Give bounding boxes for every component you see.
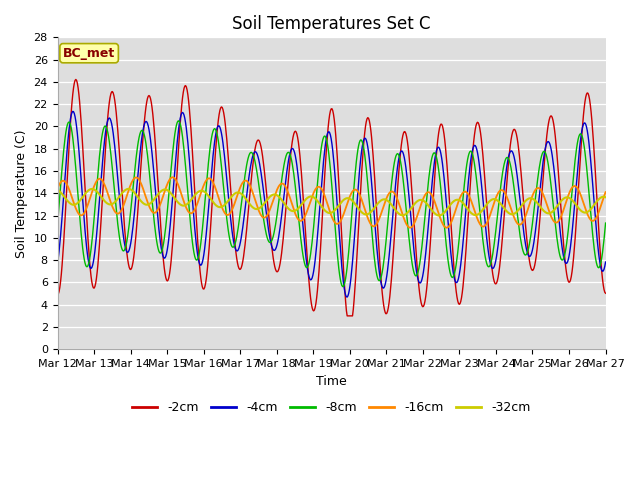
-8cm xyxy=(175,118,182,124)
-2cm xyxy=(177,120,184,126)
-8cm xyxy=(205,153,213,158)
-2cm xyxy=(602,290,609,296)
-2cm xyxy=(121,226,129,231)
-4cm xyxy=(54,260,61,266)
X-axis label: Time: Time xyxy=(316,374,347,387)
-16cm xyxy=(54,185,61,191)
-2cm xyxy=(343,313,351,319)
-8cm xyxy=(63,121,71,127)
-8cm xyxy=(339,284,346,289)
Line: -8cm: -8cm xyxy=(58,121,605,287)
Y-axis label: Soil Temperature (C): Soil Temperature (C) xyxy=(15,129,28,258)
-4cm xyxy=(416,280,424,286)
-32cm xyxy=(63,198,71,204)
Text: BC_met: BC_met xyxy=(63,47,115,60)
-2cm xyxy=(205,244,213,250)
-2cm xyxy=(63,172,71,178)
-4cm xyxy=(177,115,184,121)
-16cm xyxy=(120,202,128,207)
-32cm xyxy=(120,188,128,194)
-4cm xyxy=(69,108,77,114)
-32cm xyxy=(205,194,213,200)
-32cm xyxy=(54,187,61,193)
-2cm xyxy=(72,77,79,83)
-8cm xyxy=(416,262,424,267)
-16cm xyxy=(399,212,406,218)
Line: -4cm: -4cm xyxy=(58,111,605,297)
-16cm xyxy=(442,225,450,230)
-32cm xyxy=(125,186,132,192)
-4cm xyxy=(121,241,129,247)
-16cm xyxy=(177,188,184,193)
-8cm xyxy=(120,248,128,254)
-4cm xyxy=(63,143,71,148)
Legend: -2cm, -4cm, -8cm, -16cm, -32cm: -2cm, -4cm, -8cm, -16cm, -32cm xyxy=(127,396,536,419)
-32cm xyxy=(399,213,406,218)
-16cm xyxy=(415,208,422,214)
-16cm xyxy=(63,182,71,188)
Line: -32cm: -32cm xyxy=(58,189,605,216)
-2cm xyxy=(400,130,408,136)
Title: Soil Temperatures Set C: Soil Temperatures Set C xyxy=(232,15,431,33)
-32cm xyxy=(436,213,444,218)
-4cm xyxy=(602,259,609,265)
-32cm xyxy=(415,197,422,203)
-2cm xyxy=(54,292,61,298)
-32cm xyxy=(177,202,184,207)
-16cm xyxy=(205,176,213,181)
-8cm xyxy=(177,121,184,127)
-16cm xyxy=(602,189,609,195)
-8cm xyxy=(54,221,61,227)
-4cm xyxy=(400,152,408,157)
-4cm xyxy=(343,294,351,300)
-4cm xyxy=(205,197,213,203)
-2cm xyxy=(416,290,424,296)
-32cm xyxy=(602,194,609,200)
-16cm xyxy=(169,174,177,180)
-8cm xyxy=(400,180,408,186)
Line: -2cm: -2cm xyxy=(58,80,605,316)
-8cm xyxy=(602,220,609,226)
Line: -16cm: -16cm xyxy=(58,177,605,228)
